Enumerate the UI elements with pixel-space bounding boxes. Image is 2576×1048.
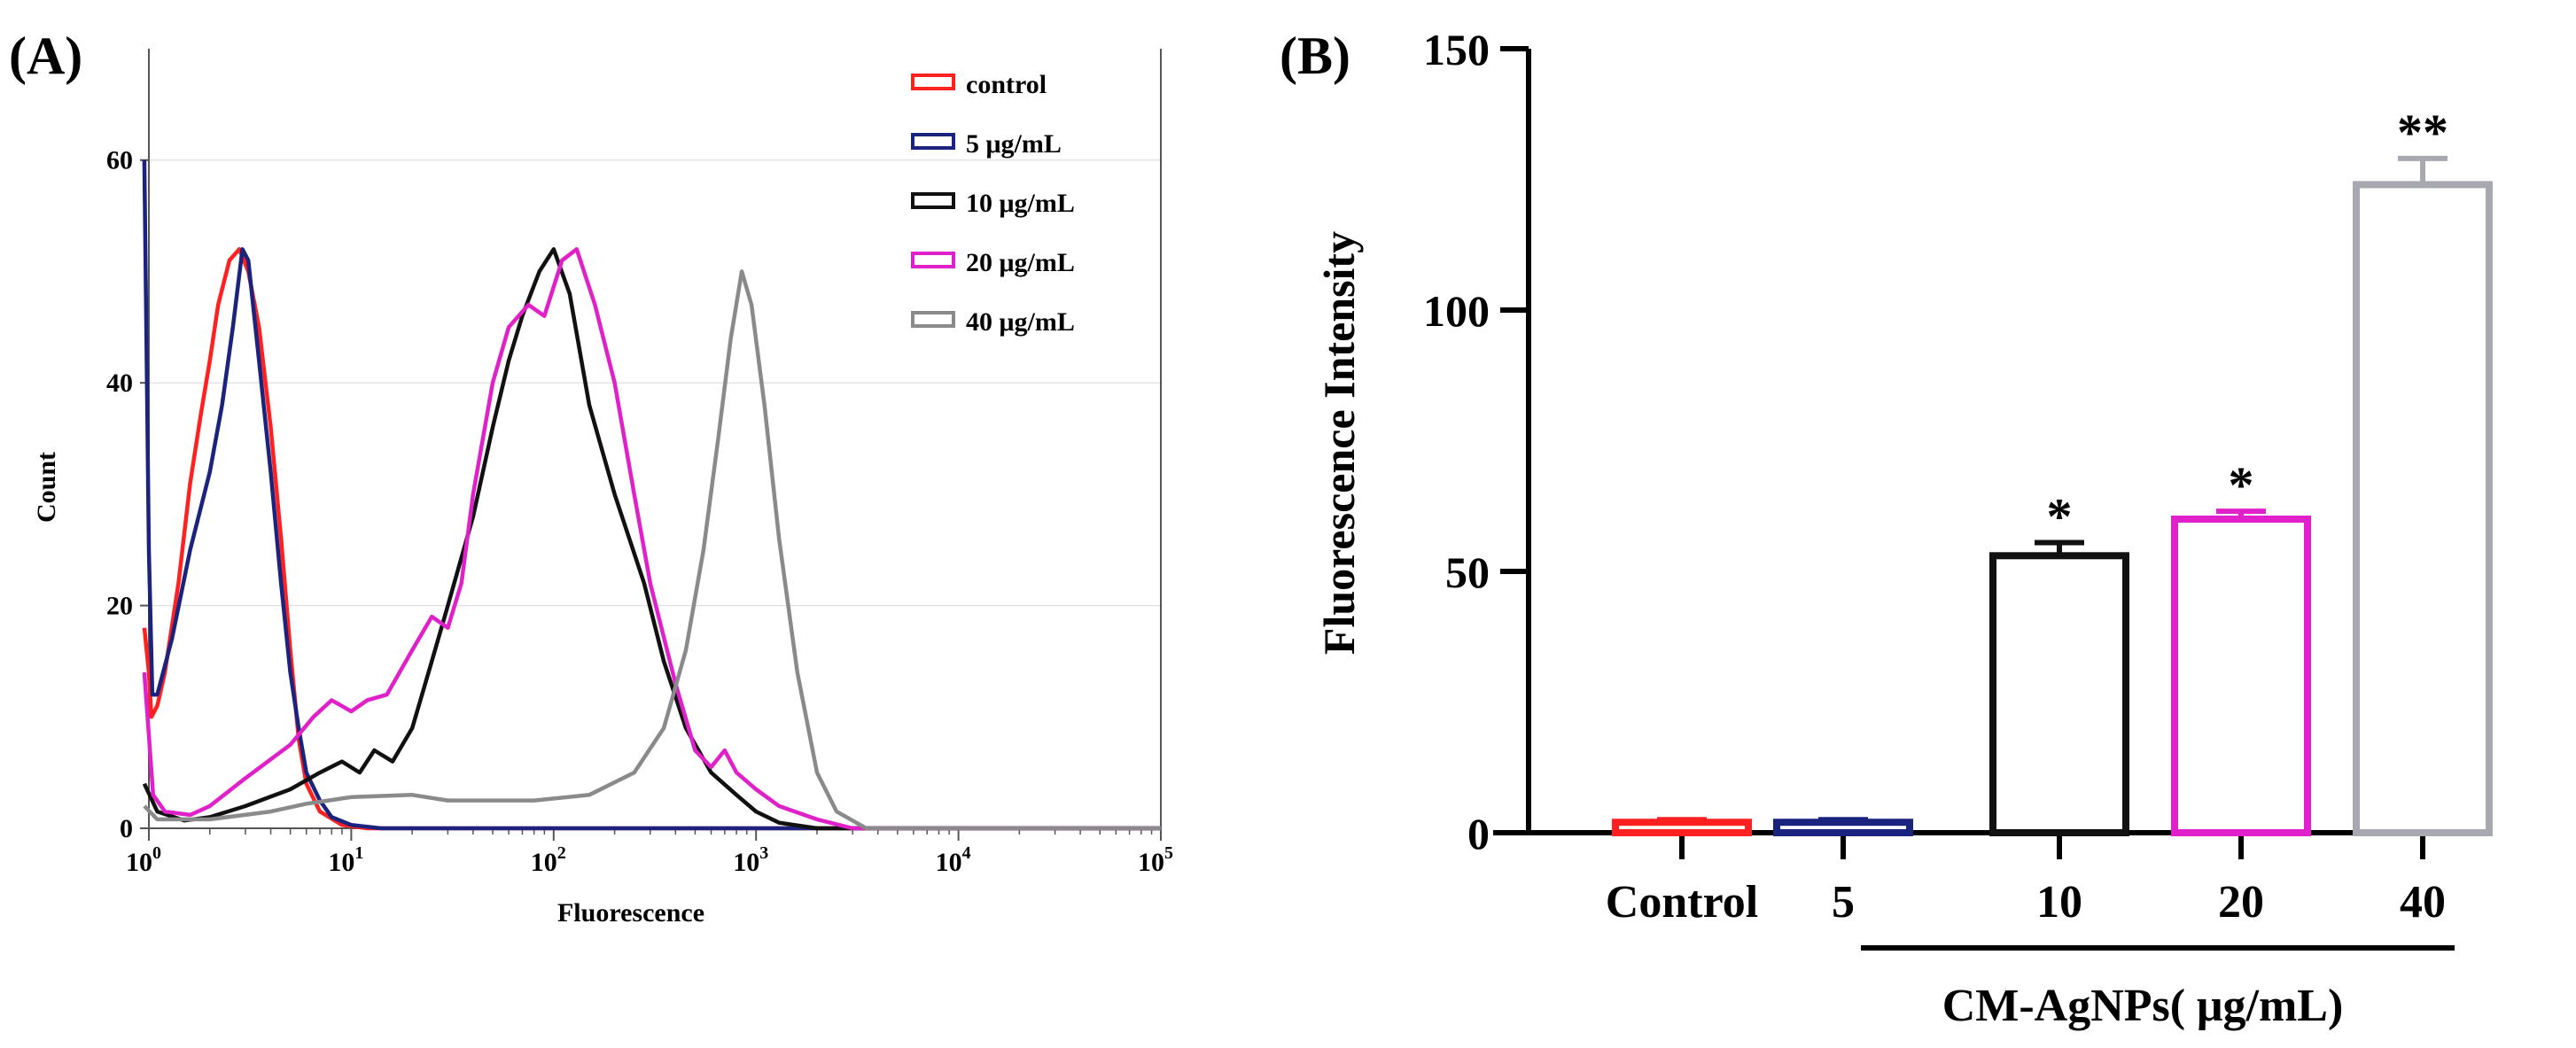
legend-label: 40 μg/mL (966, 307, 1075, 337)
histogram-y-tick-label: 20 (106, 592, 133, 621)
histogram-x-axis-label: Fluorescence (557, 898, 704, 928)
bar (2353, 181, 2493, 836)
histogram-x-tick-label: 103 (733, 843, 768, 877)
bar-chart-category-label: 20 (2218, 877, 2264, 928)
legend-swatch (911, 74, 955, 90)
bar-chart-y-tick-label: 50 (1445, 547, 1490, 597)
legend-swatch (911, 311, 955, 328)
histogram-x-tick-label: 102 (531, 843, 566, 877)
legend-swatch (911, 192, 955, 209)
bar-significance-marker: ** (2397, 104, 2448, 161)
panel-a-label: (A) (9, 27, 82, 85)
legend-label: control (966, 70, 1047, 99)
histogram-legend: control 5 μg/mL 10 μg/mL 20 μg/mL 40 μg/mL (911, 70, 1075, 337)
histogram-x-tick-label: 100 (126, 843, 161, 877)
bar-significance-marker: * (2047, 488, 2073, 546)
histogram-panel-a: (A) 0 20 40 60 100 101 102 103 104 105 control 5 μ… (9, 27, 1173, 928)
bar (1773, 819, 1913, 837)
histogram-y-tick-label: 0 (120, 814, 133, 843)
bar-chart-y-tick-label: 100 (1423, 286, 1490, 336)
bar-chart-y-tick-label: 0 (1467, 809, 1490, 858)
bar-chart-y-axis-label: Fluorescence Intensity (1314, 231, 1364, 655)
bar-chart-y-tick-label: 150 (1423, 25, 1490, 74)
histogram-series-line (142, 159, 1161, 831)
histogram-y-axis-label: Count (32, 452, 61, 523)
histogram-series-line (142, 247, 1161, 831)
histogram-y-tick-label: 60 (106, 146, 133, 175)
histogram-series (142, 159, 1161, 831)
histogram-gridlines (149, 159, 1161, 607)
bar (2171, 516, 2311, 836)
histogram-y-tick-label: 40 (106, 369, 133, 398)
bar-chart-category-label: 10 (2036, 877, 2082, 928)
histogram-series-line (142, 247, 1161, 831)
legend-label: 10 μg/mL (966, 189, 1075, 218)
bar-chart-category-label: 5 (1832, 877, 1855, 928)
bar-chart-x-axis-label: CM-AgNPs( μg/mL) (1942, 981, 2344, 1031)
legend-swatch (911, 133, 955, 150)
histogram-x-tick-label: 105 (1138, 843, 1173, 877)
bar (1989, 552, 2129, 836)
histogram-series-line (143, 269, 1161, 831)
bar-chart-bars: **** (1612, 104, 2493, 837)
bar (1612, 819, 1752, 837)
histogram-axes: 0 20 40 60 100 101 102 103 104 105 (106, 49, 1173, 877)
bar-significance-marker: * (2229, 456, 2254, 514)
histogram-x-tick-label: 104 (936, 843, 971, 877)
legend-label: 20 μg/mL (966, 248, 1075, 277)
legend-swatch (911, 252, 955, 268)
bar-chart-category-label: Control (1606, 877, 1758, 928)
bar-chart-axes: 0 50 100 150 Control 5 10 20 40 (1423, 25, 2490, 928)
panel-b-label: (B) (1280, 27, 1350, 85)
bar-chart-category-label: 40 (2400, 877, 2446, 928)
histogram-x-tick-label: 101 (328, 843, 363, 877)
legend-label: 5 μg/mL (966, 129, 1062, 159)
